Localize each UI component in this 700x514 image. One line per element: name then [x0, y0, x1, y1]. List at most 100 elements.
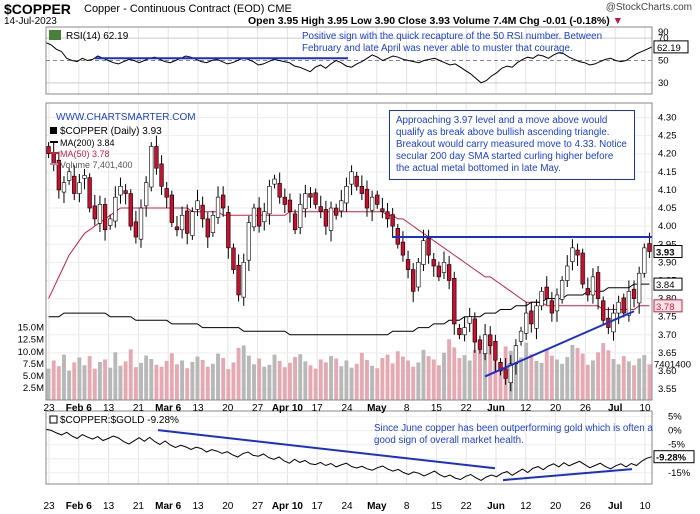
price-frame [45, 102, 653, 401]
volume-bar [87, 356, 92, 400]
price-tick-label: 3.80 [658, 294, 677, 305]
volume-bar [606, 350, 611, 400]
x-tick-label: 23 [43, 501, 55, 512]
volume-tick-label: 2.5M [23, 383, 44, 394]
volume-bar [252, 364, 256, 400]
ma200-line [48, 283, 650, 336]
candle-body [66, 171, 72, 181]
x-tick-label: 13 [103, 403, 115, 414]
x-tick-label: Mar 6 [155, 501, 182, 512]
ratio-panel [45, 428, 653, 481]
x-tick-label: 12 [520, 501, 532, 512]
volume-bar [560, 363, 565, 400]
candle-body [149, 146, 154, 188]
volume-bar [339, 366, 344, 400]
volume-bar [62, 354, 66, 400]
candle-body [231, 247, 236, 270]
candle-body [390, 214, 395, 227]
x-tick-label: 13 [192, 403, 204, 414]
rsi-panel [45, 30, 653, 84]
candle-body [534, 305, 539, 329]
volume-bar [226, 369, 231, 400]
x-tick-label: 17 [312, 501, 324, 512]
volume-bar [159, 366, 164, 400]
candle-body [477, 339, 483, 350]
x-tick-label: 22 [461, 501, 473, 512]
price-label-box [653, 299, 683, 313]
candle-body [87, 177, 92, 209]
symbol-title: $COPPER [4, 1, 71, 17]
candle-body [585, 288, 590, 296]
volume-bar [231, 362, 236, 400]
x-tick-label: 10 [639, 403, 651, 414]
rsi-tick-label: 50 [658, 56, 669, 67]
volume-bar [513, 354, 518, 400]
volume-bar [447, 339, 452, 400]
price-tick-label: 4.25 [658, 131, 677, 142]
volume-bar [626, 361, 631, 400]
rsi-title: RSI(14) 62.19 [66, 31, 129, 42]
volume-bar [452, 347, 457, 400]
volume-bar [488, 340, 493, 400]
volume-bar [149, 359, 154, 400]
candle-body [462, 327, 467, 336]
legend-entry: MA(50) 3.78 [60, 149, 110, 159]
x-tick-label: 21 [133, 501, 145, 512]
volume-bar [287, 362, 292, 400]
volume-bar [175, 364, 179, 400]
x-tick-label: 10 [639, 501, 651, 512]
volume-bar [637, 358, 642, 400]
candle-body [580, 252, 585, 285]
candle-body [626, 291, 632, 316]
volume-bar [298, 354, 303, 400]
x-tick-label: 22 [461, 403, 473, 414]
candle-body [102, 204, 108, 231]
candle-body [405, 259, 411, 270]
candle-legend-icon [50, 127, 57, 134]
volume-bar [246, 355, 251, 400]
volume-bar [154, 364, 159, 400]
volume-bar [411, 366, 416, 400]
rsi-tick-label: 90 [658, 27, 669, 38]
candle-body [529, 310, 534, 325]
volume-bar [267, 364, 272, 400]
volume-bar [97, 361, 102, 400]
candle-body [369, 196, 375, 211]
candle-body [416, 262, 421, 288]
x-tick-label: 23 [43, 403, 55, 414]
ratio-title: $COPPER:$GOLD -9.28% [60, 415, 179, 426]
legend-entry: Volume 7,401,400 [60, 160, 133, 170]
candle-body [46, 146, 51, 155]
volume-bar [400, 356, 405, 400]
chg-label: Chg [519, 15, 540, 27]
candle-body [72, 175, 77, 194]
volume-bar [205, 366, 210, 400]
price-current-label: 3.84 [656, 280, 675, 291]
candle-body [421, 240, 426, 265]
candle-body [190, 211, 195, 236]
volume-bar [257, 358, 262, 400]
trend-lines [95, 57, 652, 482]
volume-bar [365, 359, 369, 400]
volume-label: Volume [452, 15, 491, 27]
candle-body [498, 362, 503, 372]
candle-body [221, 194, 226, 209]
volume-bar [72, 362, 77, 400]
brand-label: @StockCharts.com [605, 2, 692, 13]
candle-body [226, 212, 231, 249]
price-tick-label: 3.65 [658, 348, 677, 359]
volume-bar [590, 360, 595, 400]
candle-body [426, 238, 431, 256]
volume-bar [282, 367, 287, 400]
x-tick-label: 27 [252, 403, 264, 414]
volume-bar [467, 360, 472, 400]
rsi-value-box [653, 40, 689, 54]
volume-bar [195, 356, 200, 400]
volume-bar [426, 356, 431, 400]
volume-bar [77, 357, 82, 400]
volume-bar [534, 360, 539, 400]
volume-tick-label: 12.5M [18, 335, 44, 346]
volume-bar [570, 345, 575, 400]
volume-bar [421, 349, 426, 400]
rsi-current-label: 62.19 [657, 43, 681, 54]
